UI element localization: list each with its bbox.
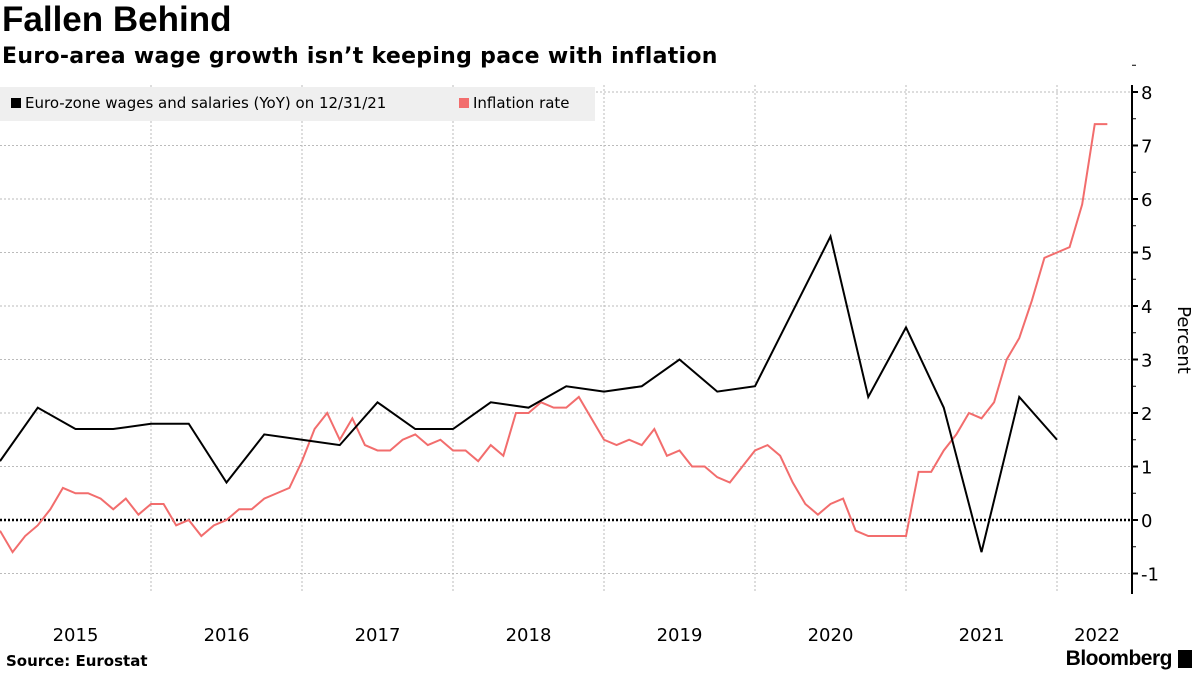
x-tick-label: 2016: [204, 625, 250, 646]
x-tick-label: 2020: [808, 625, 854, 646]
legend-swatch-wages: [11, 98, 21, 108]
y-tick-label: 7: [1141, 137, 1152, 158]
legend: Euro-zone wages and salaries (YoY) on 12…: [11, 94, 570, 112]
x-tick-label: 2015: [53, 625, 99, 646]
chart-subtitle: Euro-area wage growth isn’t keeping pace…: [2, 44, 718, 69]
x-tick-label: 2021: [959, 625, 1005, 646]
source-note: Source: Eurostat: [6, 652, 148, 670]
legend-background: [0, 87, 595, 121]
y-tick-label: 2: [1141, 404, 1152, 425]
x-tick-label: 2018: [506, 625, 552, 646]
y-tick-label: 8: [1141, 83, 1152, 104]
x-tick-label: 2022: [1074, 625, 1120, 646]
y-axis-label: Percent: [1173, 306, 1194, 374]
chart-title: Fallen Behind: [2, 0, 232, 39]
y-tick-label: 6: [1141, 190, 1152, 211]
y-tick-label: 3: [1141, 351, 1152, 372]
legend-label-inflation: Inflation rate: [473, 94, 570, 112]
brand-name: Bloomberg: [1065, 647, 1173, 670]
x-tick-label: 2017: [355, 625, 401, 646]
bloomberg-logo: Bloomberg: [1066, 647, 1192, 671]
legend-label-wages: Euro-zone wages and salaries (YoY) on 12…: [25, 94, 386, 112]
y-tick-label: 4: [1141, 297, 1152, 318]
legend-swatch-inflation: [459, 98, 469, 108]
y-tick-label: 5: [1141, 244, 1152, 265]
bloomberg-terminal-icon: [1178, 650, 1192, 668]
grid: [0, 85, 1132, 592]
y-tick-label: 1: [1141, 458, 1152, 479]
series-line-inflation: [0, 123, 1108, 554]
y-tick-label: -1: [1141, 565, 1159, 586]
x-tick-label: 2019: [657, 625, 703, 646]
y-tick-label: 0: [1141, 511, 1152, 532]
